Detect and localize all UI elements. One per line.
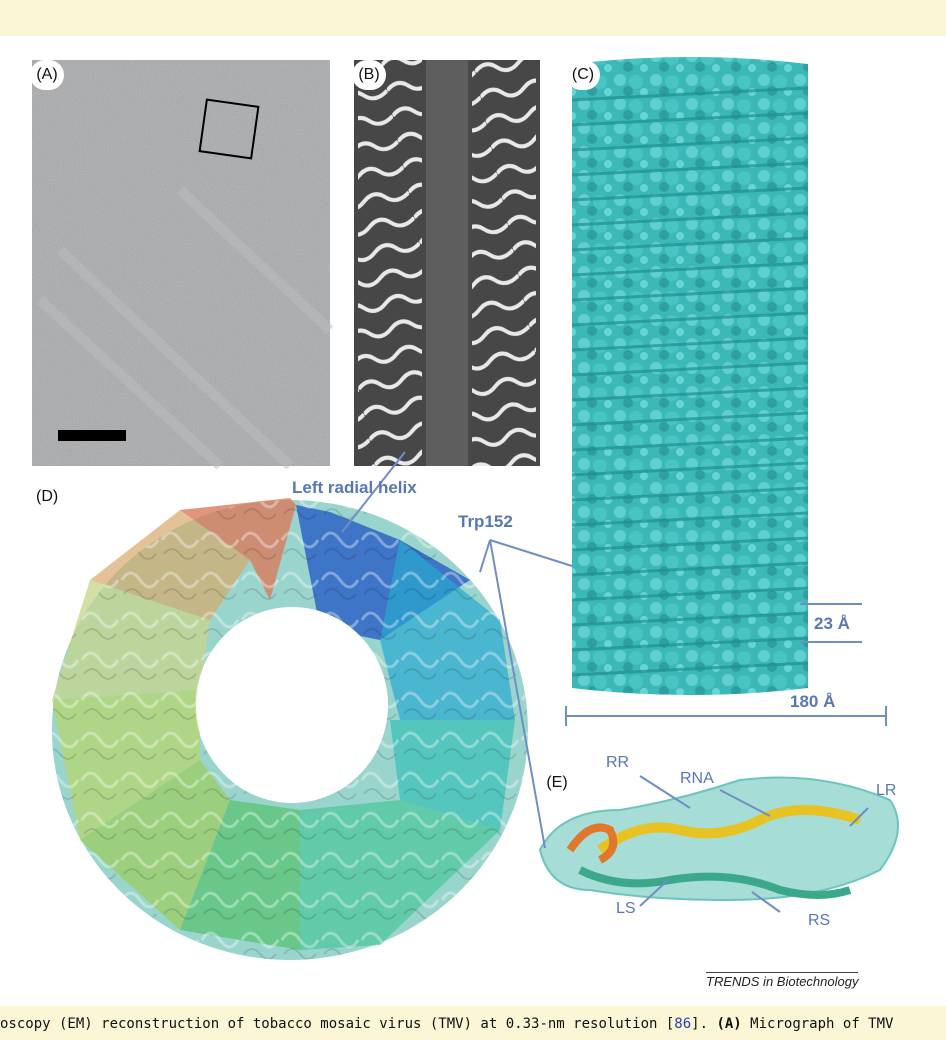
annotation-rs: RS bbox=[808, 912, 831, 929]
caption-pre: oscopy (EM) reconstruction of tobacco mo… bbox=[0, 1016, 675, 1032]
caption-ref[interactable]: 86 bbox=[674, 1016, 692, 1032]
annotation-diameter: 180 Å bbox=[790, 692, 836, 711]
annotation-lr: LR bbox=[876, 782, 897, 799]
annotation-rna: RNA bbox=[680, 770, 714, 787]
annotation-left-radial-helix: Left radial helix bbox=[292, 478, 417, 497]
panel-label-a: (A) bbox=[30, 60, 64, 90]
annotation-trp152: Trp152 bbox=[458, 512, 513, 531]
annotation-ls: LS bbox=[616, 900, 636, 917]
figure-caption: oscopy (EM) reconstruction of tobacco mo… bbox=[0, 1016, 893, 1032]
annotation-lines bbox=[341, 451, 887, 913]
annotation-rise: 23 Å bbox=[814, 614, 850, 633]
top-caption-band bbox=[0, 0, 946, 36]
journal-credit: TRENDS in Biotechnology bbox=[706, 972, 859, 989]
panel-label-d: (D) bbox=[36, 488, 59, 505]
panel-label-c: (C) bbox=[566, 60, 600, 90]
caption-post: Micrograph of TMV bbox=[741, 1016, 894, 1032]
panel-a-micrograph bbox=[32, 60, 334, 470]
caption-mid: ]. bbox=[691, 1016, 717, 1032]
bottom-caption-band bbox=[0, 1006, 946, 1040]
annotation-rr: RR bbox=[606, 754, 630, 771]
panel-d-ring bbox=[51, 498, 528, 960]
scale-bar bbox=[58, 430, 126, 441]
zoom-box bbox=[198, 98, 260, 160]
panel-b-density bbox=[354, 60, 540, 466]
panel-e-monomer bbox=[538, 776, 899, 902]
panel-c-surface bbox=[571, 57, 809, 695]
caption-bold: (A) bbox=[716, 1016, 742, 1032]
panel-label-b: (B) bbox=[352, 60, 386, 90]
panel-label-e: (E) bbox=[540, 768, 574, 798]
